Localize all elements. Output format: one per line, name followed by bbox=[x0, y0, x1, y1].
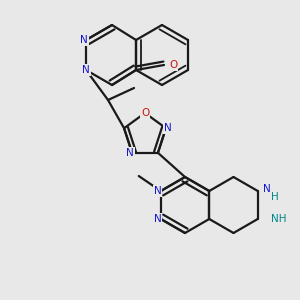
Text: O: O bbox=[141, 108, 149, 118]
Text: N: N bbox=[164, 123, 172, 133]
Text: H: H bbox=[271, 192, 278, 202]
Text: N: N bbox=[82, 65, 90, 75]
Text: N: N bbox=[126, 148, 134, 158]
Text: N: N bbox=[263, 184, 271, 194]
Text: NH: NH bbox=[271, 214, 286, 224]
Text: N: N bbox=[154, 214, 162, 224]
Text: N: N bbox=[154, 186, 162, 196]
Text: O: O bbox=[169, 60, 177, 70]
Text: N: N bbox=[80, 35, 88, 45]
